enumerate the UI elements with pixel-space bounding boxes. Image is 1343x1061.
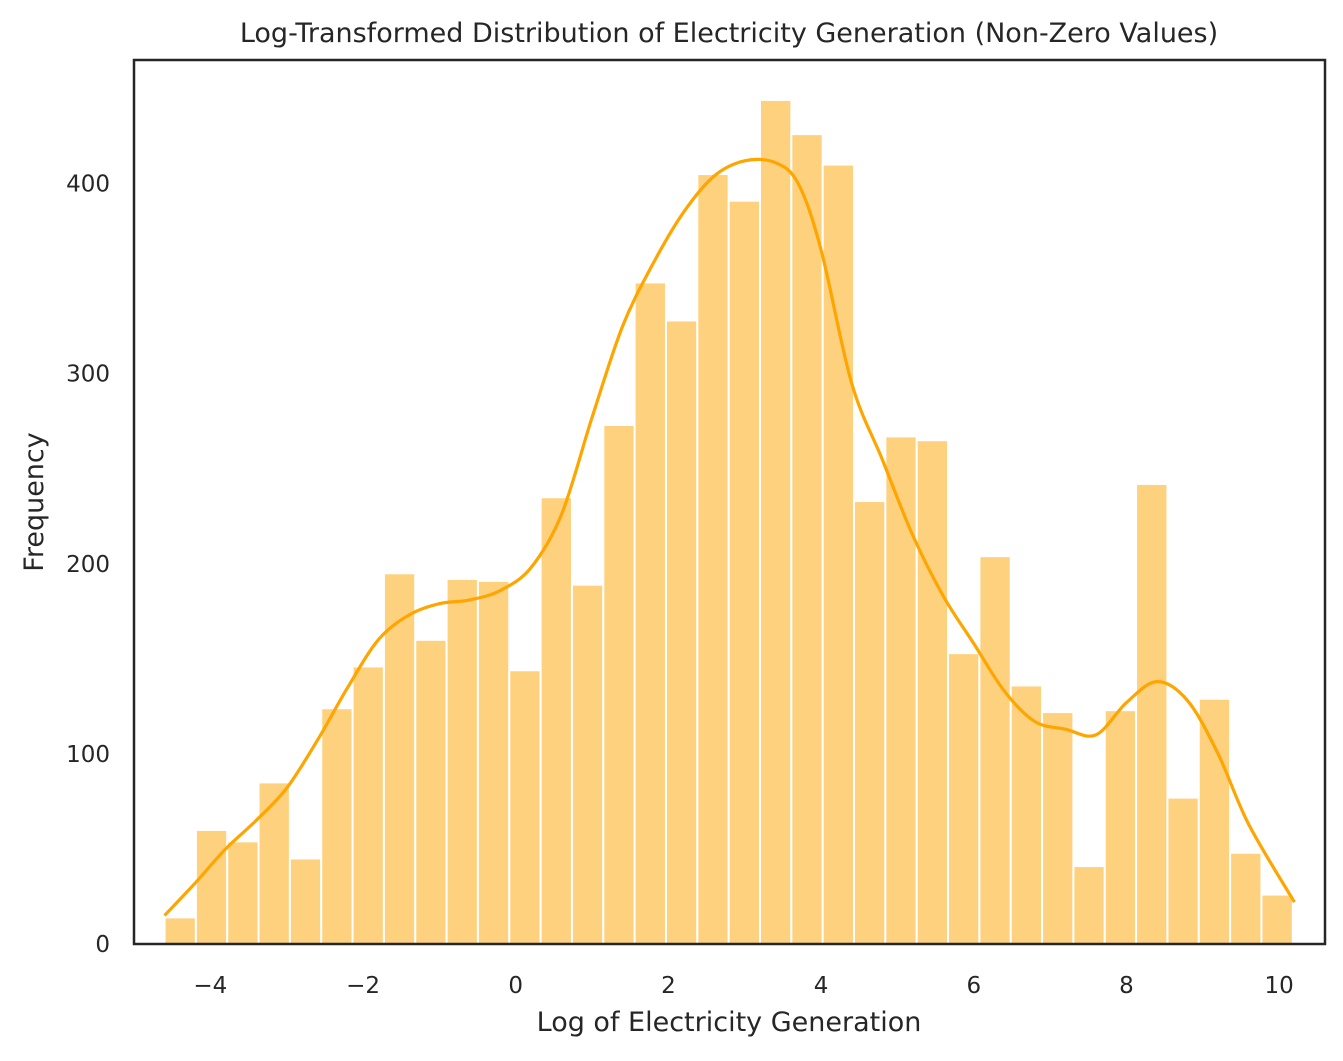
histogram-bar (226, 840, 260, 945)
x-tick-label: 0 (508, 973, 523, 999)
bars-layer (163, 98, 1294, 946)
histogram-bar (476, 579, 511, 946)
histogram-bar (947, 652, 981, 945)
x-tick-label: 2 (661, 973, 676, 999)
histogram-bar (633, 281, 667, 946)
histogram-bar (696, 173, 730, 945)
histogram-bar (1041, 711, 1075, 946)
y-tick-label: 300 (66, 362, 110, 388)
histogram-bar (194, 828, 229, 945)
histogram-bar (790, 133, 824, 946)
histogram-bar (382, 572, 417, 946)
y-tick-label: 200 (66, 552, 110, 578)
x-tick-label: 6 (966, 973, 981, 999)
y-tick-labels: 0 100 200 300 400 (66, 172, 110, 958)
histogram-bar (508, 669, 542, 946)
x-tick-label: −2 (346, 973, 380, 999)
histogram-bar (288, 857, 323, 945)
histogram-bar (1135, 482, 1169, 945)
histogram-bar (570, 583, 605, 945)
kde-layer (163, 157, 1296, 917)
histogram-bar (759, 98, 793, 945)
y-tick-label: 100 (66, 742, 110, 768)
histogram-bar (1197, 697, 1232, 945)
histogram-bar (257, 781, 291, 946)
histogram-bar (1166, 796, 1200, 945)
y-tick-label: 400 (66, 172, 110, 198)
histogram-bar (1072, 865, 1106, 945)
x-tick-label: 10 (1265, 973, 1294, 999)
histogram-bar (602, 424, 636, 945)
x-tick-label: −4 (193, 973, 227, 999)
histogram-bar (978, 555, 1012, 946)
histogram-bar (445, 577, 479, 945)
histogram-bar (351, 665, 385, 945)
histogram-bar (163, 916, 197, 946)
y-axis-label: Frequency (19, 432, 50, 572)
y-tick-label: 0 (95, 932, 110, 958)
histogram-bar (1103, 709, 1138, 945)
x-tick-label: 8 (1119, 973, 1134, 999)
x-tick-label: 4 (814, 973, 829, 999)
histogram-bar (320, 707, 354, 945)
x-axis-label: Log of Electricity Generation (537, 1007, 922, 1038)
histogram-bar (664, 319, 699, 945)
histogram-bar (1260, 893, 1294, 945)
histogram-bar (884, 435, 918, 945)
histogram-bar (539, 496, 573, 945)
histogram-bar (414, 638, 448, 945)
x-tick-labels: −4 −2 0 2 4 6 8 10 (193, 973, 1293, 999)
histogram-bar (915, 439, 950, 945)
plot-frame (132, 58, 1327, 946)
chart-title: Log-Transformed Distribution of Electric… (240, 18, 1218, 49)
histogram-bar (853, 500, 887, 945)
histogram-bar (821, 163, 856, 945)
kde-line (163, 157, 1296, 917)
histogram-bar (727, 199, 762, 945)
histogram-bar (1229, 851, 1263, 946)
